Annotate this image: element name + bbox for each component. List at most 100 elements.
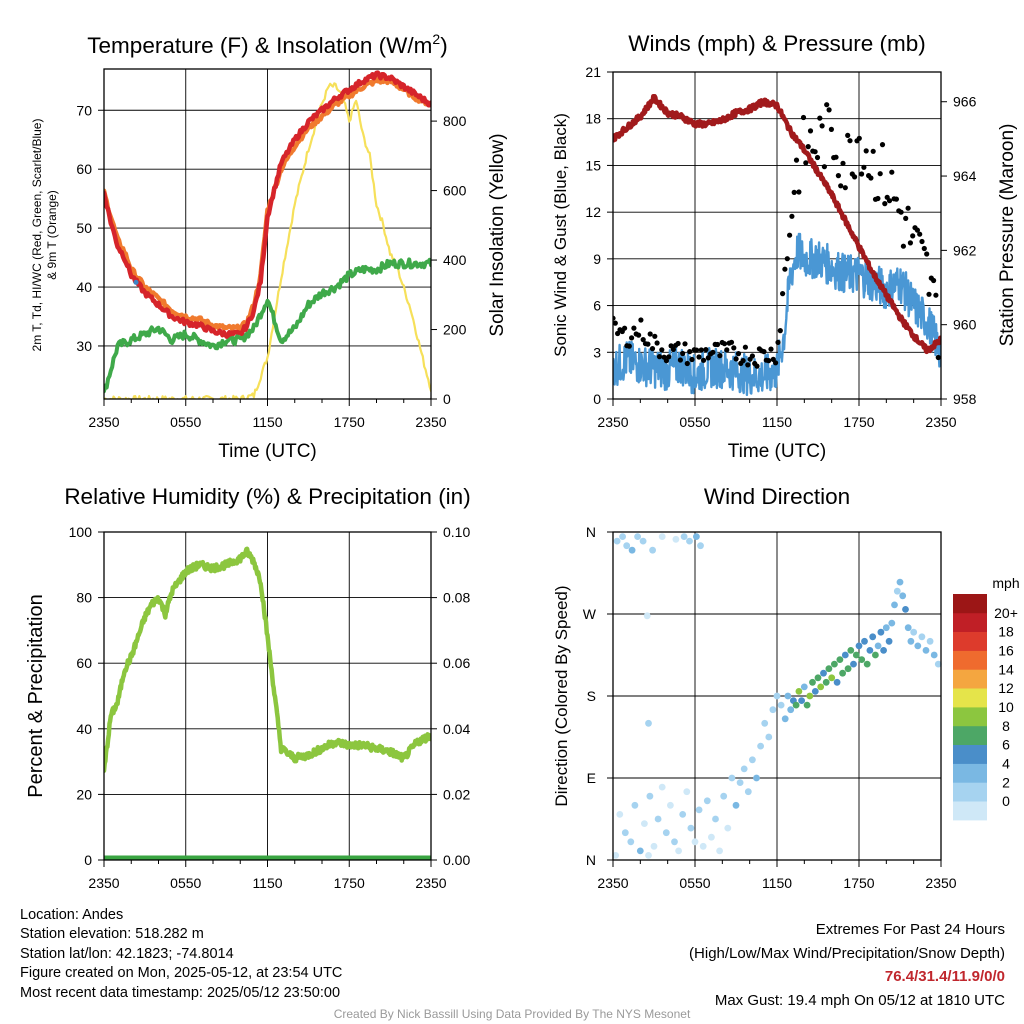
direction-point <box>658 533 666 540</box>
colorbar-swatch <box>953 744 987 764</box>
x-tick-label: 0550 <box>170 875 201 891</box>
colorbar-swatch <box>953 612 987 632</box>
direction-point <box>720 792 728 800</box>
gust-point <box>900 243 907 249</box>
direction-point <box>926 637 934 645</box>
gust-point <box>731 345 737 351</box>
extremes-subtitle: (High/Low/Max Wind/Precipitation/Snow De… <box>689 944 1005 962</box>
gust-point <box>703 347 709 353</box>
gust-point <box>868 175 874 181</box>
colorbar-swatch <box>953 650 987 670</box>
direction-point <box>691 838 699 846</box>
colorbar-label: 18 <box>998 624 1014 640</box>
direction-point <box>836 656 844 663</box>
x-tick-label: 2350 <box>597 875 628 891</box>
x-tick-label: 1750 <box>334 875 365 891</box>
direction-points <box>612 533 942 859</box>
y-tick-label: 3 <box>593 344 601 360</box>
gust-point <box>791 189 797 195</box>
humidity-series <box>104 546 431 860</box>
direction-point <box>753 774 760 782</box>
gust-point <box>740 358 746 364</box>
x-tick-label: 0550 <box>679 875 710 891</box>
gust-point <box>689 356 695 363</box>
gust-point <box>863 148 869 154</box>
figure-created: Figure created on Mon, 2025-05-12, at 23… <box>20 965 343 982</box>
gust-point <box>877 171 883 177</box>
plot-frame <box>103 68 432 400</box>
gust-point <box>745 362 751 368</box>
gust-point <box>787 232 793 238</box>
y-tick-label: 60 <box>76 161 92 177</box>
direction-point <box>806 692 814 700</box>
colorbar-swatch <box>953 688 987 708</box>
y-tick-label: 20 <box>76 786 92 802</box>
direction-point <box>798 697 805 704</box>
direction-point <box>907 637 915 645</box>
y2-tick-label: 960 <box>953 317 977 333</box>
y-tick-label: 12 <box>585 204 601 220</box>
direction-point <box>672 535 680 543</box>
y2-tick-label: 400 <box>443 252 467 268</box>
direction-point <box>841 651 849 659</box>
x-tick-label: 1750 <box>843 875 874 891</box>
direction-point <box>874 642 882 650</box>
extremes-title: Extremes For Past 24 Hours <box>815 921 1005 938</box>
direction-point <box>679 811 687 818</box>
direction-point <box>863 660 871 668</box>
winds-xlabel: Time (UTC) <box>728 441 827 462</box>
direction-point <box>636 847 644 855</box>
gust-point <box>694 347 700 353</box>
direction-point <box>765 733 773 741</box>
direction-point <box>613 537 621 545</box>
direction-point <box>888 619 896 627</box>
direction-point <box>757 742 764 750</box>
direction-point <box>645 852 652 859</box>
colorbar: mph 20+ 18 16 14 12 10 8 6 4 2 0 <box>953 575 1020 821</box>
direction-point <box>839 669 846 677</box>
direction-point <box>728 774 736 782</box>
direction-point <box>616 811 624 818</box>
winds-y2label: Station Pressure (Maroon) <box>997 124 1018 347</box>
gust-point <box>917 231 923 237</box>
gust-point <box>710 349 716 355</box>
gust-point <box>821 164 828 170</box>
x-tick-label: 0550 <box>679 414 710 430</box>
winds-series <box>613 93 941 397</box>
direction-point <box>744 788 752 796</box>
gust-point <box>838 183 844 189</box>
windchill-point <box>133 279 139 285</box>
colorbar-swatch <box>953 594 987 614</box>
gust-point <box>782 266 788 272</box>
direction-point <box>662 829 670 837</box>
gust-point <box>684 360 690 367</box>
y2-tick-label: 0.06 <box>443 655 470 671</box>
gust-point <box>717 353 723 359</box>
colorbar-swatch <box>953 782 987 802</box>
direction-point <box>646 792 654 800</box>
gust-point <box>615 330 621 337</box>
direction-point <box>621 829 629 837</box>
gust-point <box>701 357 707 363</box>
direction-tick-label: S <box>587 688 596 704</box>
gust-point <box>935 354 941 361</box>
direction-point <box>861 637 868 645</box>
y2-tick-label: 0 <box>443 391 451 407</box>
gust-point <box>724 347 730 353</box>
colorbar-label: 14 <box>998 661 1014 677</box>
colorbar-label: 0 <box>1002 793 1010 809</box>
colorbar-label: 20+ <box>994 605 1018 621</box>
direction-point <box>627 838 635 846</box>
rh-line <box>104 546 431 774</box>
gust-point <box>766 358 772 364</box>
direction-point <box>749 756 756 764</box>
direction-point <box>761 719 769 727</box>
gust-point <box>773 360 779 366</box>
y2-tick-label: 800 <box>443 113 467 129</box>
x-tick-label: 1150 <box>252 414 282 430</box>
direction-point <box>693 533 700 540</box>
direction-point <box>896 578 904 586</box>
direction-point <box>858 656 866 663</box>
direction-point <box>687 824 695 832</box>
gust-point <box>754 363 760 369</box>
